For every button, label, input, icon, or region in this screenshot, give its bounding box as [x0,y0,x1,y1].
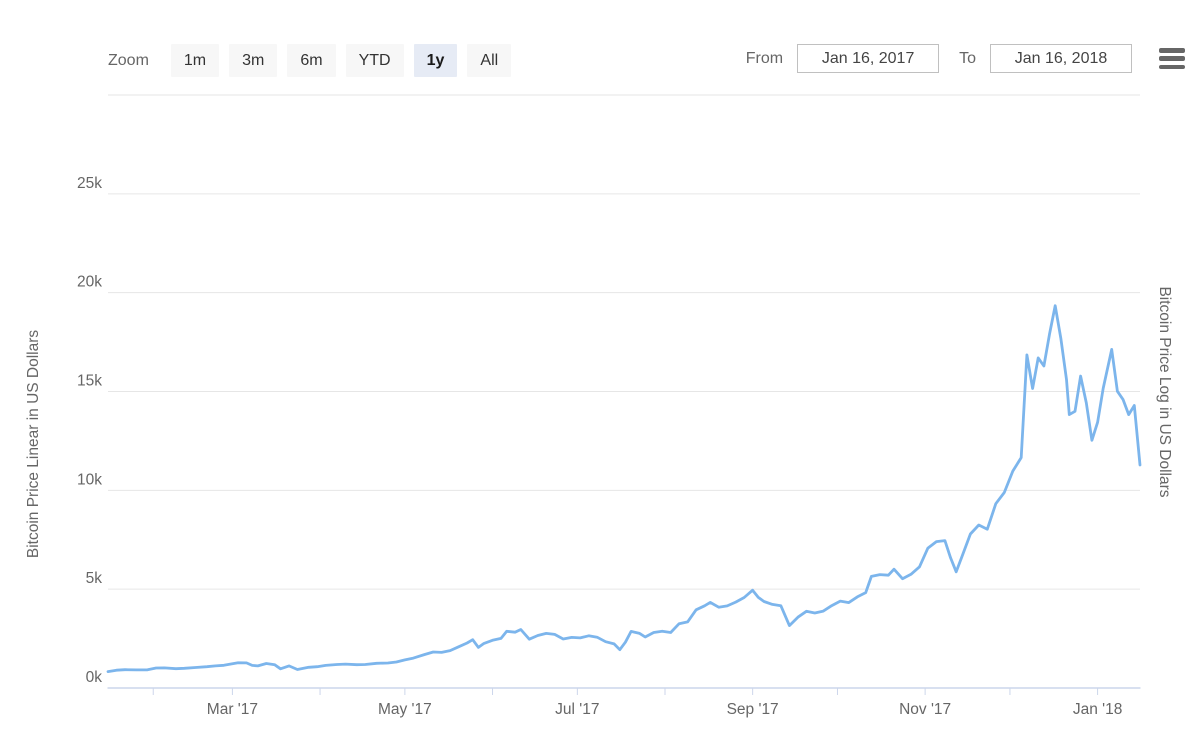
range-button-6m[interactable]: 6m [287,44,336,77]
x-axis-tick-label: Mar '17 [207,701,258,718]
hamburger-bar [1159,48,1185,53]
from-date-input[interactable] [797,44,940,73]
left-axis-title: Bitcoin Price Linear in US Dollars [25,330,42,559]
x-axis-tick-label: Jul '17 [555,701,599,718]
range-button-3m[interactable]: 3m [229,44,278,77]
y-axis-tick-label: 10k [77,471,102,488]
to-date-input[interactable] [990,44,1132,73]
price-line-series[interactable] [106,304,1142,673]
y-axis-tick-label: 20k [77,274,102,291]
date-range-inputs: From To [746,44,1132,73]
range-selector: Zoom 1m 3m 6m YTD 1y All [108,44,512,77]
x-axis-tick-label: Jan '18 [1073,701,1123,718]
to-label: To [959,49,976,67]
range-button-1m[interactable]: 1m [170,44,220,77]
hamburger-bar [1159,64,1185,69]
y-axis-tick-label: 5k [86,570,103,587]
x-axis-tick-label: May '17 [378,701,432,718]
from-label: From [745,49,784,67]
range-button-1y[interactable]: 1y [413,44,458,77]
range-button-ytd[interactable]: YTD [345,44,404,77]
hamburger-bar [1159,56,1185,61]
y-axis-tick-label: 15k [77,373,102,390]
range-button-all[interactable]: All [467,44,512,77]
x-axis-tick-label: Sep '17 [727,701,779,718]
hamburger-menu-icon[interactable] [1159,48,1185,69]
y-axis-tick-label: 25k [77,175,102,192]
x-axis-tick-label: Nov '17 [899,701,951,718]
y-axis-tick-label: 0k [86,669,103,686]
zoom-label: Zoom [108,51,149,69]
right-axis-title: Bitcoin Price Log in US Dollars [1156,286,1173,497]
